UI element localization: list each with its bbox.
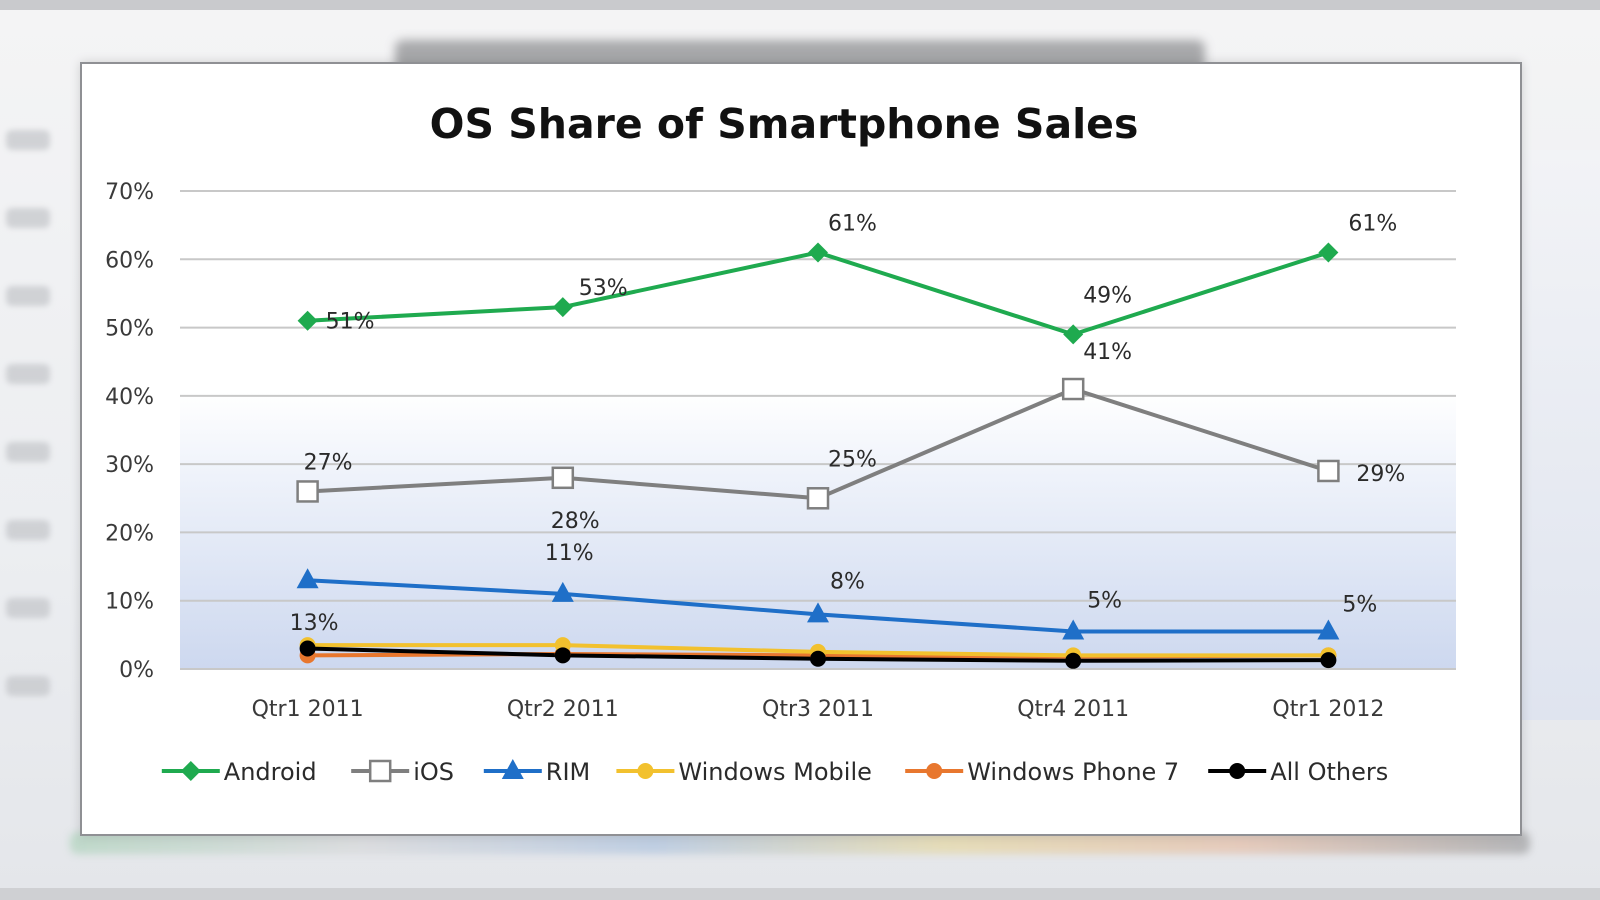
x-tick-label: Qtr2 2011 [507,697,619,722]
background-bottom-bar [0,888,1600,900]
background-top-bar [0,0,1600,10]
data-point-android [552,297,573,318]
data-point-all-others [554,647,571,664]
legend-marker [637,763,654,779]
data-label: 13% [290,611,339,636]
data-point-android [297,310,318,331]
legend-marker [368,759,392,783]
x-tick-label: Qtr1 2011 [252,697,364,722]
data-label: 27% [304,450,353,475]
legend-label: Windows Phone 7 [967,758,1179,786]
data-label: 11% [545,541,594,566]
chart-title: OS Share of Smartphone Sales [430,100,1139,148]
y-tick-label: 20% [105,521,154,546]
data-point-android [1063,324,1084,345]
legend-label: Windows Mobile [678,758,872,786]
data-label: 53% [579,276,628,301]
legend-item-all-others: All Others [1208,758,1388,786]
data-label: 51% [326,310,375,335]
legend-label: All Others [1270,758,1388,786]
y-tick-label: 30% [105,453,154,478]
legend-item-ios: iOS [351,758,454,786]
data-point-all-others [1320,652,1337,669]
y-tick-label: 50% [105,317,154,342]
data-label: 41% [1083,340,1132,365]
legend-marker [1229,763,1246,779]
data-point-rim [1317,619,1340,640]
data-label: 5% [1087,588,1122,613]
background-ghost-legend [70,832,1530,854]
data-point-android [1318,242,1339,263]
plot-area [180,191,1456,669]
data-label: 49% [1083,283,1132,308]
data-point-rim [807,602,829,623]
data-label: 25% [828,447,877,472]
legend-item-rim: RIM [483,758,590,786]
y-tick-label: 0% [119,658,154,683]
data-point-rim [1062,619,1085,640]
data-point-ios [806,487,830,510]
legend-label: iOS [413,758,454,786]
data-point-all-others [1065,652,1082,669]
data-point-rim [296,568,319,589]
legend-marker [501,759,524,779]
data-label: 8% [830,569,865,594]
data-point-all-others [810,650,826,667]
y-tick-label: 10% [105,590,154,615]
legend-item-android: Android [161,758,317,786]
legend-item-windows-mobile: Windows Mobile [616,758,872,786]
data-label: 29% [1356,462,1405,487]
legend-marker [180,761,201,781]
legend-marker [926,763,943,779]
line-chart: OS Share of Smartphone Sales 0% 10% 20% 30%… [105,100,1456,786]
background-ghost-axis [0,130,60,730]
x-tick-label: Qtr3 2011 [762,697,874,722]
data-point-ios [1061,377,1085,401]
legend-label: Android [224,758,317,786]
x-tick-label: Qtr1 2012 [1272,697,1384,722]
y-tick-label: 70% [105,180,154,205]
legend-label: RIM [546,758,590,786]
background-right-panel [1520,150,1600,720]
data-point-ios [1317,459,1340,483]
x-tick-label: Qtr4 2011 [1017,697,1129,722]
data-label: 5% [1342,592,1377,617]
y-tick-label: 60% [105,248,154,273]
data-label: 28% [551,509,600,534]
data-point-all-others [299,640,316,657]
data-point-ios [296,480,319,503]
legend-item-windows-phone-7: Windows Phone 7 [905,758,1179,786]
y-tick-label: 40% [105,385,154,410]
data-point-android [808,242,828,263]
data-point-ios [551,466,575,490]
data-point-rim [551,581,574,602]
data-label: 61% [1348,211,1397,236]
data-label: 61% [828,211,877,236]
chart-frame: OS Share of Smartphone Sales 0% 10% 20% 30%… [80,62,1522,836]
